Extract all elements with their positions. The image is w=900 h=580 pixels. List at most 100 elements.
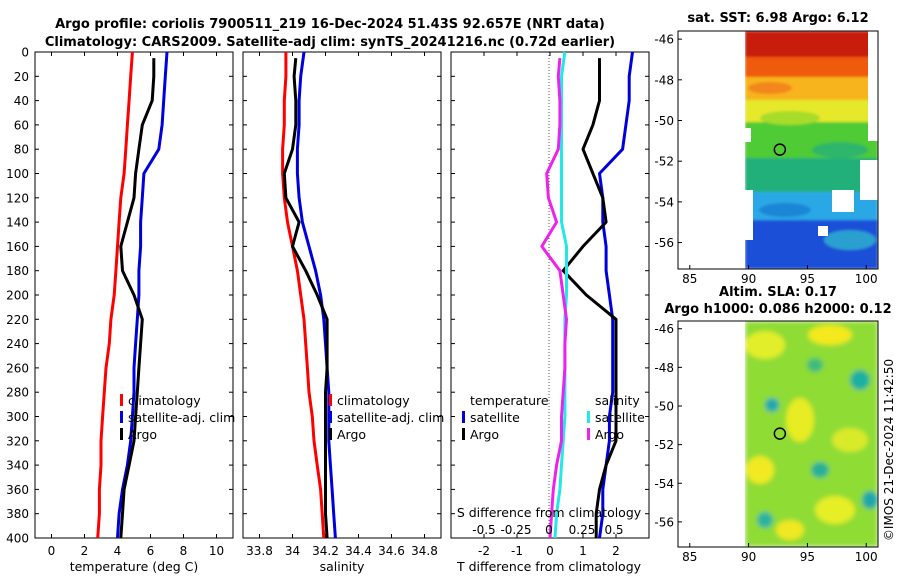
sla-heatmap	[745, 321, 878, 547]
x-tick-label: 10	[209, 544, 224, 558]
x-tick-label: 34.8	[411, 544, 438, 558]
depth-tick-label: 20	[14, 70, 29, 84]
sst-patch	[824, 230, 876, 250]
temperature-xlabel: temperature (deg C)	[70, 559, 199, 574]
sla-patch	[786, 398, 814, 442]
depth-tick-label: 400	[6, 532, 29, 546]
lat-tick-label: -52	[654, 155, 674, 169]
x-tick-label: 2	[81, 544, 89, 558]
legend-s-satellite: satellite	[595, 410, 645, 425]
s-difference-ticks: -0.5 -0.25 0 0.25 0.5	[472, 523, 623, 537]
t-satellite-diff-line	[598, 51, 634, 539]
s-argo-diff-line	[540, 57, 568, 539]
lat-tick-label: -52	[654, 438, 674, 452]
sla-patch	[808, 325, 852, 345]
temperature-panel: 0204060801001201401601802002202402602803…	[6, 46, 649, 574]
argo-line	[119, 58, 156, 539]
sla-map-ticks: 85 90 95 100 -46 -48 -50 -52 -54 -56	[654, 322, 877, 564]
depth-tick-label: 140	[6, 216, 29, 230]
sst-band-red	[745, 31, 878, 59]
depth-tick-label: 120	[6, 191, 29, 205]
lon-tick-label: 95	[800, 272, 815, 286]
sst-gap	[860, 160, 878, 200]
lon-tick-label: 90	[741, 272, 756, 286]
difference-panel: -2 -1 0 1 2 T difference from climatology S …	[450, 51, 650, 574]
legend-satellite: satellite-adj. clim	[128, 410, 235, 425]
x-tick-label: -1	[511, 544, 523, 558]
figure-title-line2: Climatology: CARS2009. Satellite-adj cli…	[45, 35, 615, 50]
sst-gap	[745, 128, 751, 142]
sla-map-title-line2: Argo h1000: 0.086 h2000: 0.12	[664, 302, 891, 317]
difference-ticks: -2 -1 0 1 2	[478, 52, 620, 558]
lat-tick-label: -50	[654, 114, 674, 128]
legend-swatch-satellite	[120, 411, 123, 423]
s-tick-label: 0	[545, 523, 553, 537]
lon-tick-label: 90	[741, 550, 756, 564]
sla-patch	[811, 462, 829, 478]
salinity-legend: climatology satellite-adj. clim Argo	[329, 393, 444, 442]
x-tick-label: 1	[579, 544, 587, 558]
x-tick-label: 4	[114, 544, 122, 558]
depth-ticks: 0 20 40 60 80 100 120 140 160 180 200 220 240 260 280 3…	[6, 46, 649, 546]
temperature-ticks: 0 2 4 6 8 10	[48, 52, 224, 558]
sla-patch	[746, 456, 774, 484]
sla-patch	[807, 358, 823, 372]
legend-s-argo: Argo	[595, 427, 624, 442]
legend-climatology: climatology	[337, 393, 410, 408]
imos-credit: ©IMOS 21-Dec-2024 11:42:50	[882, 359, 896, 541]
x-tick-label: 34.2	[312, 544, 339, 558]
depth-tick-label: 300	[6, 410, 29, 424]
depth-tick-label: 320	[6, 434, 29, 448]
sla-map-axes	[677, 320, 879, 548]
depth-tick-label: 200	[6, 289, 29, 303]
depth-tick-label: 280	[6, 386, 29, 400]
sst-band-teal	[745, 158, 878, 194]
sla-patch	[850, 370, 870, 390]
sla-patch	[862, 491, 878, 509]
sst-band-orange	[745, 57, 878, 79]
x-tick-label: -2	[478, 544, 490, 558]
lon-tick-label: 100	[855, 272, 878, 286]
depth-tick-label: 240	[6, 337, 29, 351]
depth-tick-label: 220	[6, 313, 29, 327]
sst-gap	[818, 226, 828, 236]
x-tick-label: 6	[147, 544, 155, 558]
depth-tick-label: 80	[14, 143, 29, 157]
s-tick-label: -0.25	[500, 523, 531, 537]
lat-tick-label: -48	[654, 73, 674, 87]
legend-swatch-climatology	[329, 394, 332, 406]
legend-argo: Argo	[337, 427, 366, 442]
x-tick-label: 8	[180, 544, 188, 558]
legend-swatch-satellite	[329, 411, 332, 423]
depth-tick-label: 340	[6, 459, 29, 473]
legend-swatch-t-argo	[462, 428, 465, 440]
sst-map-axes	[677, 30, 879, 270]
legend-temperature-heading: temperature	[470, 393, 549, 408]
legend-salinity-heading: salinity	[595, 393, 640, 408]
t-difference-xlabel: T difference from climatology	[456, 559, 642, 574]
sst-patch	[760, 111, 820, 125]
t-argo-diff-line	[561, 58, 618, 538]
x-tick-label: 2	[612, 544, 620, 558]
satellite-clim-line	[116, 51, 169, 539]
argo-line	[282, 57, 329, 539]
sst-gap	[868, 31, 878, 141]
lat-tick-label: -50	[654, 399, 674, 413]
lat-tick-label: -54	[654, 477, 674, 491]
figure-title-line1: Argo profile: coriolis 7900511_219 16-De…	[55, 17, 605, 32]
legend-satellite: satellite-adj. clim	[337, 410, 444, 425]
satellite-clim-line	[295, 51, 337, 539]
difference-legend-temperature: temperature satellite Argo	[462, 393, 549, 442]
salinity-ticks: 33.8 34 34.2 34.4 34.6 34.8	[246, 52, 438, 558]
argo-location-marker	[773, 143, 787, 156]
s-difference-xlabel: S difference from climatology	[457, 505, 642, 520]
difference-legend-salinity: salinity satellite Argo	[587, 393, 645, 442]
x-tick-label: 34	[285, 544, 300, 558]
sla-patch	[757, 512, 773, 528]
temperature-legend: climatology satellite-adj. clim Argo	[120, 393, 235, 442]
depth-tick-label: 260	[6, 361, 29, 375]
sla-patch	[832, 428, 868, 452]
legend-swatch-climatology	[120, 394, 123, 406]
salinity-axes	[242, 51, 442, 539]
